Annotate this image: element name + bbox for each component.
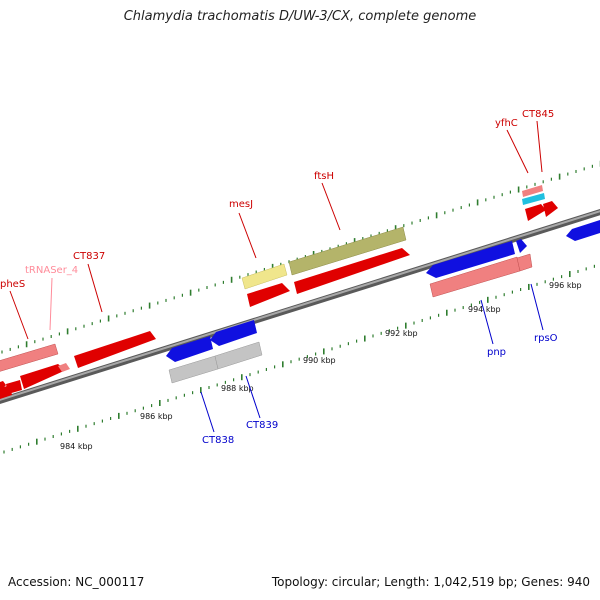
ruler-label: 986 kbp xyxy=(140,412,173,421)
gene-feature-yfhC[interactable] xyxy=(522,185,543,197)
gene-feature-CT845[interactable] xyxy=(522,193,545,205)
gene-feature[interactable] xyxy=(543,201,558,217)
gene-feature-CT838[interactable] xyxy=(166,336,213,362)
gene-feature[interactable] xyxy=(566,220,600,241)
gene-label-CT838: CT838 xyxy=(202,435,234,446)
ruler-labels: 984 kbp 986 kbp 988 kbp 990 kbp 992 kbp … xyxy=(60,281,582,451)
forward-genes[interactable] xyxy=(0,185,558,400)
gene-feature[interactable] xyxy=(516,239,527,253)
gene-feature-pheS-region[interactable] xyxy=(0,343,59,372)
gene-label-pheS: pheS xyxy=(0,279,25,290)
reverse-genes[interactable] xyxy=(0,220,600,392)
gene-feature[interactable] xyxy=(6,380,22,394)
gene-feature[interactable] xyxy=(214,341,263,370)
gene-feature-CT837[interactable] xyxy=(74,331,156,368)
label-leaders xyxy=(9,120,544,433)
gene-label-rpsO: rpsO xyxy=(534,333,558,344)
ruler-label: 994 kbp xyxy=(468,305,501,314)
gene-feature[interactable] xyxy=(247,283,290,307)
gene-label-mesJ: mesJ xyxy=(229,199,253,210)
tick-marks xyxy=(1,160,600,454)
gene-label-CT845: CT845 xyxy=(522,109,554,120)
gene-label-ftsH: ftsH xyxy=(314,171,334,182)
gene-feature-ftsH[interactable] xyxy=(288,226,407,276)
gene-feature[interactable] xyxy=(294,248,410,294)
ruler-label: 992 kbp xyxy=(385,329,418,338)
ruler-label: 988 kbp xyxy=(221,384,254,393)
genome-backbone xyxy=(0,209,600,404)
genome-summary-text: Topology: circular; Length: 1,042,519 bp… xyxy=(271,575,590,589)
ruler-label: 996 kbp xyxy=(549,281,582,290)
gene-label-tRNASer_4: tRNASer_4 xyxy=(25,265,78,276)
gene-labels: pheS tRNASer_4 CT837 mesJ ftsH yfhC CT84… xyxy=(0,109,558,446)
gene-label-pnp: pnp xyxy=(487,347,506,358)
ruler-label: 984 kbp xyxy=(60,442,93,451)
gene-feature[interactable] xyxy=(58,363,70,372)
accession-text: Accession: NC_000117 xyxy=(8,575,145,589)
gene-feature-pnp[interactable] xyxy=(426,241,515,278)
ruler-label: 990 kbp xyxy=(303,356,336,365)
gene-label-yfhC: yfhC xyxy=(495,118,518,129)
gene-feature[interactable] xyxy=(525,204,546,221)
map-title: Chlamydia trachomatis D/UW-3/CX, complet… xyxy=(123,9,477,24)
gene-feature-mesJ[interactable] xyxy=(241,263,288,290)
gene-feature-pheS[interactable] xyxy=(20,364,66,389)
gene-feature[interactable] xyxy=(210,320,257,346)
gene-label-CT837: CT837 xyxy=(73,251,105,262)
gene-feature[interactable] xyxy=(516,253,533,272)
gene-label-CT839: CT839 xyxy=(246,420,278,431)
gene-feature[interactable] xyxy=(0,381,6,392)
